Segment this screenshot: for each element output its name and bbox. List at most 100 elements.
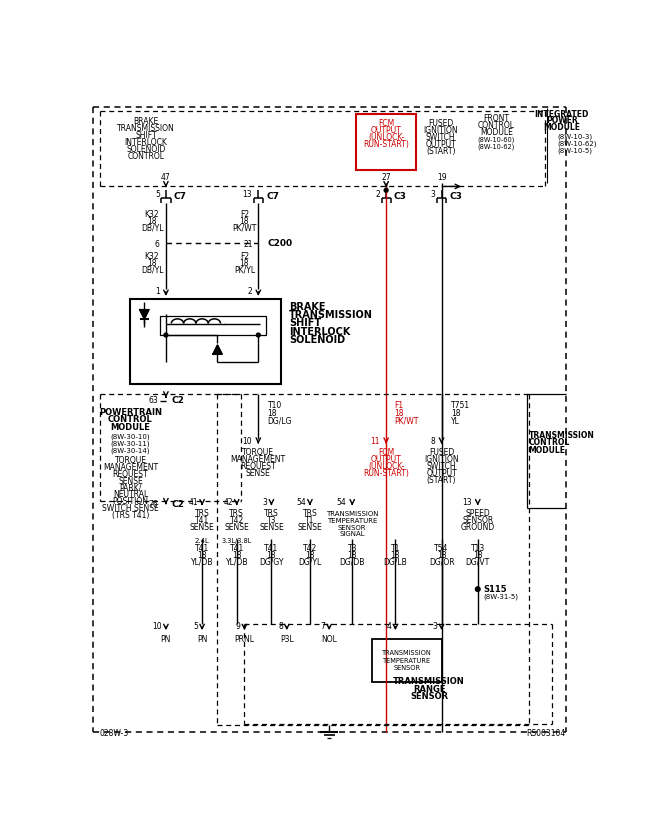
Text: 76: 76: [149, 500, 158, 509]
Text: GROUND: GROUND: [461, 523, 495, 532]
Text: FCM: FCM: [378, 448, 394, 458]
Text: RUN-START): RUN-START): [363, 139, 409, 149]
Text: PN: PN: [197, 635, 207, 644]
Text: (UNLOCK-: (UNLOCK-: [368, 133, 404, 142]
Text: POWERTRAIN: POWERTRAIN: [99, 407, 162, 417]
Text: SWITCH: SWITCH: [426, 133, 456, 142]
Text: 2: 2: [375, 190, 380, 199]
Text: TRANSMISSION: TRANSMISSION: [117, 124, 175, 134]
Text: TEMPERATURE: TEMPERATURE: [383, 658, 431, 664]
Text: IGNITION: IGNITION: [424, 455, 459, 464]
Text: DG/LG: DG/LG: [267, 417, 292, 426]
Text: 41: 41: [189, 498, 198, 507]
Text: SENSE: SENSE: [118, 477, 143, 486]
Text: 5: 5: [193, 621, 198, 630]
Text: 54: 54: [297, 498, 306, 507]
Text: 2.4L: 2.4L: [195, 538, 210, 544]
Text: CONTROL: CONTROL: [478, 121, 515, 130]
Text: TORQUE: TORQUE: [114, 456, 147, 465]
Text: 18: 18: [473, 551, 482, 559]
Text: MANAGEMENT: MANAGEMENT: [231, 455, 286, 464]
Text: IGNITION: IGNITION: [424, 126, 458, 134]
Text: C7: C7: [266, 192, 279, 201]
Circle shape: [384, 189, 388, 192]
Text: REQUEST: REQUEST: [241, 463, 276, 471]
Text: TRS: TRS: [229, 509, 244, 519]
Text: PK/WT: PK/WT: [395, 417, 419, 426]
Text: DG/YL: DG/YL: [299, 558, 321, 567]
Text: REQUEST: REQUEST: [113, 470, 149, 479]
Text: (8W-30-10): (8W-30-10): [111, 433, 151, 440]
Text: SENSE: SENSE: [259, 523, 284, 532]
Text: T41: T41: [195, 544, 209, 553]
Text: (START): (START): [426, 146, 456, 155]
Text: (UNLOCK-: (UNLOCK-: [368, 463, 404, 471]
Text: (8W-10-62): (8W-10-62): [558, 141, 597, 147]
Text: TEMPERATURE: TEMPERATURE: [327, 518, 378, 524]
Text: FCM: FCM: [378, 119, 394, 128]
Text: T3: T3: [267, 516, 276, 525]
Text: MODULE: MODULE: [543, 124, 580, 133]
Text: 8: 8: [431, 437, 435, 446]
Text: T42: T42: [230, 516, 244, 525]
Text: POWER: POWER: [546, 117, 578, 125]
Text: 18: 18: [232, 551, 241, 559]
Circle shape: [256, 333, 260, 337]
Text: PRNL: PRNL: [234, 635, 254, 644]
Text: 3.3L/3.8L: 3.3L/3.8L: [221, 538, 252, 544]
Text: OUTPUT: OUTPUT: [371, 455, 402, 464]
Text: (8W-10-3): (8W-10-3): [558, 134, 593, 140]
Text: 18: 18: [347, 551, 357, 559]
Text: NOL: NOL: [321, 635, 337, 644]
Text: (8W-10-5): (8W-10-5): [558, 148, 593, 154]
Text: TRANSMISSION: TRANSMISSION: [289, 310, 373, 320]
Text: CONTROL: CONTROL: [528, 438, 570, 448]
Text: 10: 10: [243, 437, 252, 446]
Text: 18: 18: [197, 551, 207, 559]
Text: 3: 3: [263, 498, 267, 507]
Text: K32: K32: [145, 210, 160, 219]
Text: (8W-31-5): (8W-31-5): [483, 594, 518, 600]
Text: SENSE: SENSE: [297, 523, 323, 532]
Text: SWITCH SENSE: SWITCH SENSE: [102, 504, 159, 513]
Text: 10: 10: [153, 621, 162, 630]
Polygon shape: [213, 345, 222, 354]
Text: K32: K32: [145, 252, 160, 261]
Text: 18: 18: [305, 551, 315, 559]
Text: MANAGEMENT: MANAGEMENT: [103, 463, 158, 472]
Text: DG/GY: DG/GY: [259, 558, 284, 567]
Text: OUTPUT: OUTPUT: [426, 469, 457, 478]
Text: (8W-30-14): (8W-30-14): [111, 448, 150, 453]
Text: BRAKE: BRAKE: [289, 301, 326, 311]
Text: 21: 21: [243, 240, 253, 250]
Text: 18: 18: [239, 216, 249, 225]
Text: 1: 1: [155, 286, 160, 296]
Text: 18: 18: [147, 216, 157, 225]
Text: (8W-30-11): (8W-30-11): [111, 440, 151, 447]
Bar: [160, 316, 266, 335]
Text: (START): (START): [427, 476, 456, 485]
Text: PN: PN: [161, 635, 171, 644]
Bar: [373, 640, 441, 681]
Text: P3L: P3L: [280, 635, 293, 644]
Text: 18: 18: [267, 551, 276, 559]
Text: NEUTRAL: NEUTRAL: [113, 490, 148, 499]
Text: INTERLOCK: INTERLOCK: [125, 138, 167, 147]
Text: T41: T41: [264, 544, 278, 553]
Text: MODULE: MODULE: [480, 128, 513, 137]
Text: 11: 11: [371, 437, 380, 446]
Text: DB/YL: DB/YL: [141, 266, 164, 275]
Circle shape: [164, 333, 168, 337]
Text: T3: T3: [347, 544, 357, 553]
Text: BRAKE: BRAKE: [133, 117, 158, 126]
Text: SENSE: SENSE: [190, 523, 214, 532]
Text: TRANSMISSION: TRANSMISSION: [326, 511, 378, 517]
Text: YL: YL: [451, 417, 459, 426]
Bar: [356, 114, 416, 170]
Text: 54: 54: [336, 498, 346, 507]
Text: T751: T751: [451, 402, 470, 410]
Text: 63: 63: [149, 396, 158, 405]
Text: YL/DB: YL/DB: [225, 558, 248, 567]
Text: SHIFT: SHIFT: [135, 131, 156, 140]
Text: T41: T41: [230, 544, 244, 553]
